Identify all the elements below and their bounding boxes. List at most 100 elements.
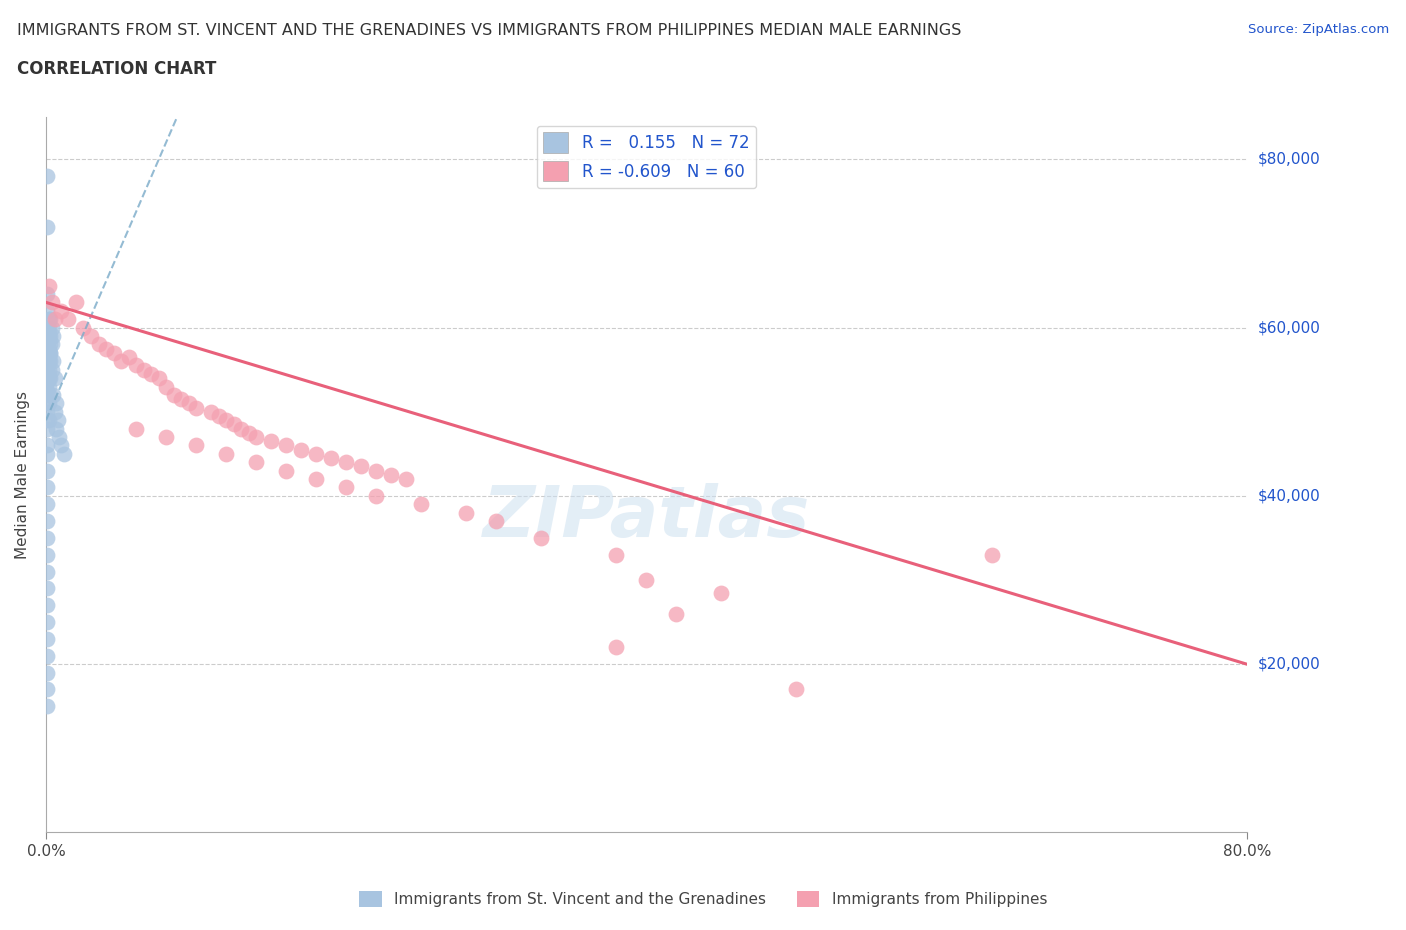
Point — [38, 341, 60, 356]
Point — [155, 430, 177, 445]
Point — [37, 286, 59, 301]
Point — [37, 598, 59, 613]
Point — [37, 698, 59, 713]
Text: IMMIGRANTS FROM ST. VINCENT AND THE GRENADINES VS IMMIGRANTS FROM PHILIPPINES ME: IMMIGRANTS FROM ST. VINCENT AND THE GREN… — [17, 23, 962, 38]
Point — [38, 413, 60, 428]
Point — [38, 363, 60, 378]
Point — [38, 353, 60, 368]
Text: CORRELATION CHART: CORRELATION CHART — [17, 60, 217, 78]
Text: $20,000: $20,000 — [1258, 657, 1320, 671]
Point — [335, 480, 357, 495]
Point — [53, 446, 76, 461]
Point — [207, 408, 229, 423]
Point — [45, 421, 67, 436]
Point — [530, 530, 553, 545]
Y-axis label: Median Male Earnings: Median Male Earnings — [15, 391, 30, 559]
Point — [110, 353, 132, 368]
Point — [177, 396, 200, 411]
Point — [37, 333, 59, 348]
Point — [38, 328, 60, 343]
Point — [605, 640, 627, 655]
Point — [366, 488, 388, 503]
Point — [665, 606, 688, 621]
Point — [37, 375, 59, 390]
Point — [37, 383, 59, 398]
Point — [710, 585, 733, 600]
Point — [37, 682, 59, 697]
Point — [37, 497, 59, 512]
Point — [42, 328, 65, 343]
Point — [37, 565, 59, 579]
Point — [37, 548, 59, 563]
Point — [44, 312, 66, 326]
Point — [215, 413, 238, 428]
Point — [305, 472, 328, 486]
Point — [37, 320, 59, 335]
Point — [37, 530, 59, 545]
Point — [456, 505, 478, 520]
Point — [37, 615, 59, 630]
Point — [170, 392, 193, 406]
Point — [37, 350, 59, 365]
Point — [274, 463, 297, 478]
Text: Source: ZipAtlas.com: Source: ZipAtlas.com — [1249, 23, 1389, 36]
Point — [38, 388, 60, 403]
Point — [37, 446, 59, 461]
Point — [37, 463, 59, 478]
Point — [380, 468, 402, 483]
Point — [350, 459, 373, 474]
Point — [38, 320, 60, 335]
Point — [87, 337, 110, 352]
Point — [94, 341, 117, 356]
Point — [162, 388, 184, 403]
Point — [37, 303, 59, 318]
Point — [148, 371, 170, 386]
Point — [184, 438, 207, 453]
Point — [41, 295, 63, 310]
Point — [49, 303, 72, 318]
Point — [222, 417, 245, 432]
Point — [305, 446, 328, 461]
Point — [245, 430, 267, 445]
Point — [37, 480, 59, 495]
Point — [38, 278, 60, 293]
Point — [72, 320, 94, 335]
Point — [39, 353, 62, 368]
Point — [37, 358, 59, 373]
Text: ZIPatlas: ZIPatlas — [482, 484, 810, 552]
Point — [980, 548, 1002, 563]
Point — [39, 371, 62, 386]
Legend: Immigrants from St. Vincent and the Grenadines, Immigrants from Philippines: Immigrants from St. Vincent and the Gren… — [353, 884, 1053, 913]
Point — [155, 379, 177, 394]
Point — [48, 430, 70, 445]
Point — [58, 312, 80, 326]
Point — [38, 312, 60, 326]
Point — [37, 353, 59, 368]
Point — [37, 363, 59, 378]
Point — [37, 648, 59, 663]
Point — [485, 513, 508, 528]
Point — [245, 455, 267, 470]
Point — [785, 682, 807, 697]
Point — [184, 400, 207, 415]
Point — [37, 325, 59, 339]
Point — [37, 421, 59, 436]
Point — [37, 337, 59, 352]
Point — [42, 388, 65, 403]
Point — [238, 425, 260, 440]
Point — [117, 350, 139, 365]
Point — [200, 405, 222, 419]
Point — [37, 405, 59, 419]
Point — [290, 442, 312, 457]
Point — [411, 497, 433, 512]
Point — [38, 371, 60, 386]
Point — [41, 363, 63, 378]
Point — [46, 413, 69, 428]
Legend: R =   0.155   N = 72, R = -0.609   N = 60: R = 0.155 N = 72, R = -0.609 N = 60 — [537, 126, 756, 188]
Point — [45, 396, 67, 411]
Point — [274, 438, 297, 453]
Point — [37, 168, 59, 183]
Text: $60,000: $60,000 — [1258, 320, 1320, 335]
Point — [321, 450, 343, 465]
Point — [335, 455, 357, 470]
